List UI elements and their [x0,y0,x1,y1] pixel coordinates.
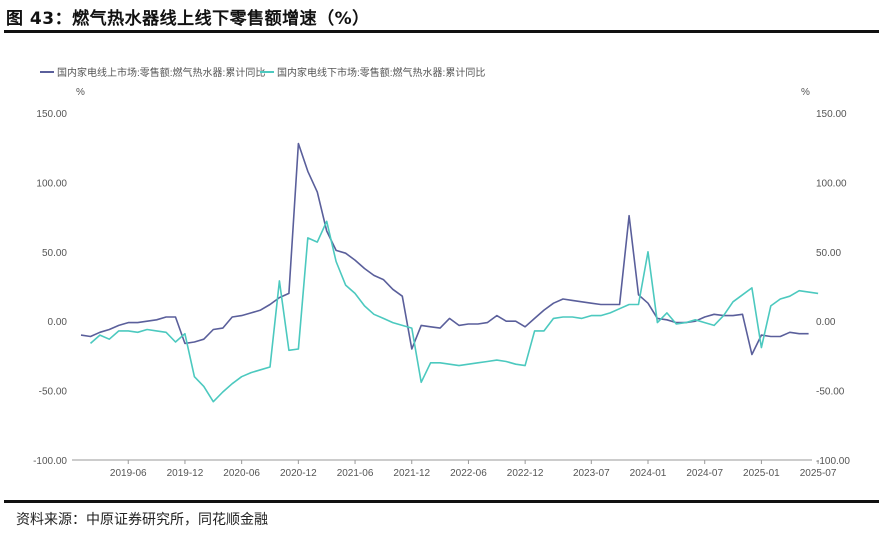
y-axis-left: 150.00 100.00 50.00 0.00 -50.00 -100.00 [33,109,67,467]
x-tick-label: 2022-12 [507,468,544,479]
series-line-online [80,142,809,356]
y-tick-label-left: 50.00 [42,248,67,259]
y-tick-label-right: -50.00 [816,387,845,398]
source-note: 资料来源：中原证券研究所，同花顺金融 [16,512,268,528]
x-axis: 2019-06 2019-12 2020-06 2020-12 2021-06 2021-… [110,460,837,479]
x-tick-label: 2025-07 [800,468,837,479]
y-tick-label-left: -50.00 [39,387,68,398]
series-lines [80,142,819,403]
x-tick-label: 2023-07 [573,468,610,479]
y-tick-label-left: 100.00 [36,178,67,189]
series-line-offline [89,220,819,403]
y-tick-label-right: 150.00 [816,109,847,120]
y-tick-label-left: 0.00 [48,317,68,328]
legend: 国内家电线上市场:零售额:燃气热水器:累计同比 国内家电线下市场:零售额:燃气热… [40,66,485,79]
line-chart: 国内家电线上市场:零售额:燃气热水器:累计同比 国内家电线下市场:零售额:燃气热… [33,66,850,479]
y-unit-left: % [76,87,85,98]
x-tick-label: 2019-12 [167,468,204,479]
x-tick-label: 2020-12 [280,468,317,479]
y-tick-label-left: -100.00 [33,456,67,467]
x-tick-label: 2024-07 [686,468,723,479]
x-tick-label: 2020-06 [223,468,260,479]
legend-label-offline: 国内家电线下市场:零售额:燃气热水器:累计同比 [277,66,485,79]
y-tick-label-right: 0.00 [816,317,836,328]
y-tick-label-left: 150.00 [36,109,67,120]
title-rule [4,30,879,33]
x-tick-label: 2022-06 [450,468,487,479]
y-unit-right: % [801,87,810,98]
x-tick-label: 2021-06 [337,468,374,479]
y-tick-label-right: -100.00 [816,456,850,467]
footer-rule [4,500,879,503]
y-tick-label-right: 100.00 [816,178,847,189]
y-tick-label-right: 50.00 [816,248,841,259]
x-tick-label: 2024-01 [630,468,667,479]
figure-title: 图 43：燃气热水器线上线下零售额增速（%） [6,9,370,29]
x-tick-label: 2025-01 [743,468,780,479]
y-axis-right: 150.00 100.00 50.00 0.00 -50.00 -100.00 [816,109,850,467]
x-tick-label: 2021-12 [393,468,430,479]
x-tick-label: 2019-06 [110,468,147,479]
legend-label-online: 国内家电线上市场:零售额:燃气热水器:累计同比 [57,66,265,79]
